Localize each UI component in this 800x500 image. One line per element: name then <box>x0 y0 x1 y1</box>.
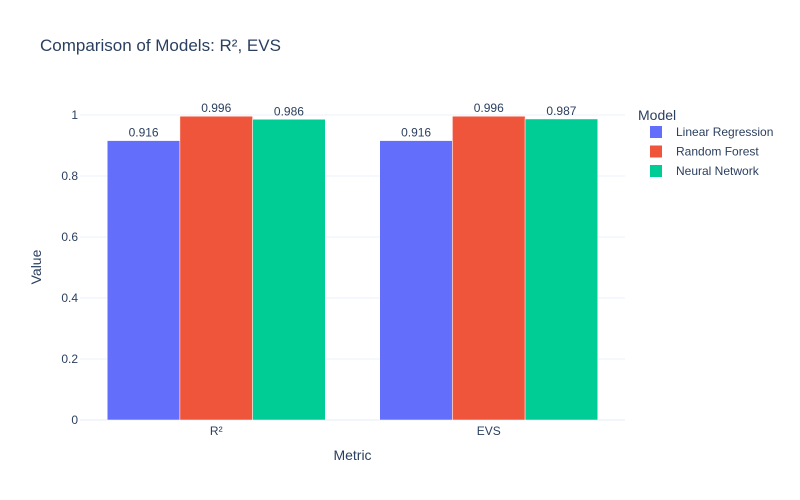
legend-swatch <box>650 145 662 158</box>
legend-swatch <box>650 126 662 138</box>
bar <box>524 118 598 421</box>
x-axis-ticks: R² EVS <box>210 424 501 438</box>
x-tick-label: EVS <box>477 424 501 438</box>
y-axis-ticks: 0 0.2 0.4 0.6 0.8 1 <box>61 108 78 427</box>
y-tick-label: 1 <box>71 108 78 122</box>
x-tick-label: R² <box>210 424 223 438</box>
x-axis-label: Metric <box>333 447 371 463</box>
y-tick-label: 0.8 <box>61 169 78 183</box>
legend-swatch <box>650 165 662 177</box>
legend: Model Linear Regression Random Forest Neur… <box>638 107 773 178</box>
chart-title: Comparison of Models: R², EVS <box>40 36 281 55</box>
data-label: 0.986 <box>274 104 304 118</box>
y-tick-label: 0.2 <box>61 352 78 366</box>
legend-item-label: Neural Network <box>676 164 760 178</box>
data-label: 0.916 <box>129 126 159 140</box>
bar <box>252 119 326 421</box>
bar <box>107 140 181 421</box>
legend-item-label: Random Forest <box>676 145 759 159</box>
data-label: 0.996 <box>201 101 231 115</box>
data-label: 0.996 <box>474 101 504 115</box>
bar <box>179 115 253 421</box>
data-label: 0.916 <box>401 126 431 140</box>
data-label: 0.987 <box>546 104 576 118</box>
data-labels: 0.916 0.996 0.986 0.916 0.996 0.987 <box>129 101 577 139</box>
y-axis-label: Value <box>28 249 44 284</box>
bar <box>379 140 453 421</box>
y-tick-label: 0.6 <box>61 230 78 244</box>
y-tick-label: 0 <box>71 413 78 427</box>
legend-item-label: Linear Regression <box>676 125 773 139</box>
y-tick-label: 0.4 <box>61 291 78 305</box>
legend-title: Model <box>638 107 676 123</box>
bar <box>452 115 526 421</box>
bars <box>107 115 598 421</box>
